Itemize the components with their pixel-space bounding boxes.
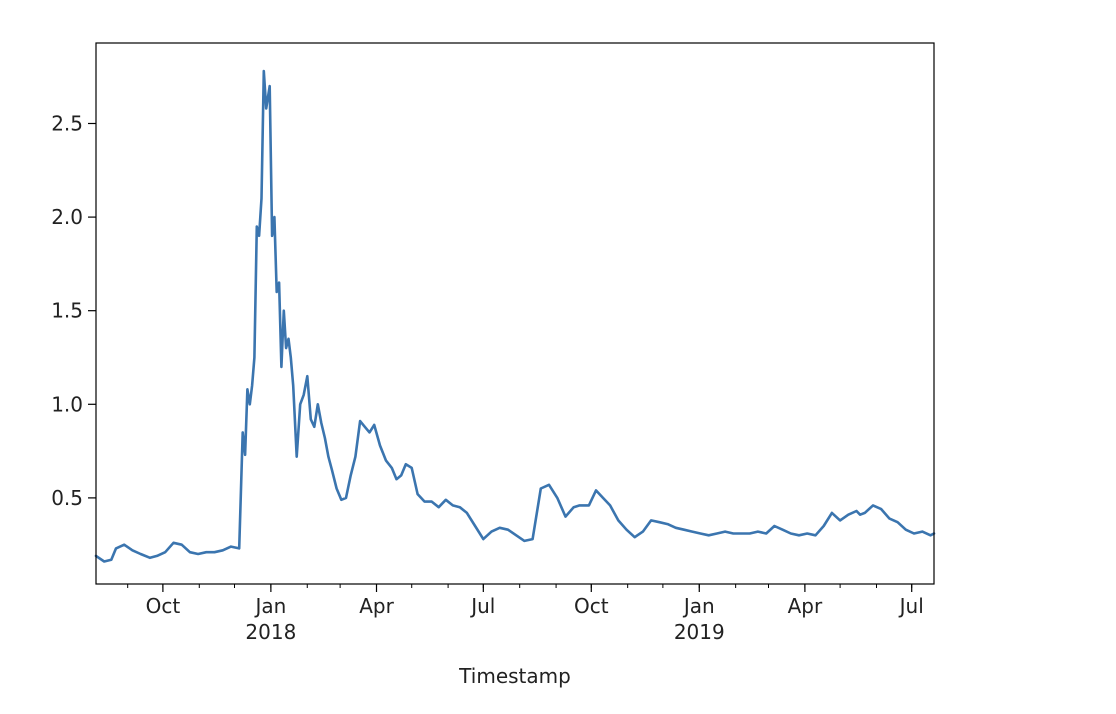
x-tick-label: Jan (253, 594, 286, 618)
y-tick-label: 2.5 (51, 111, 83, 135)
y-tick-label: 0.5 (51, 486, 83, 510)
series-line (94, 69, 936, 563)
y-axis-ticks: 0.5 1.0 1.5 2.0 2.5 (51, 111, 96, 510)
y-tick-label: 1.0 (51, 392, 83, 416)
x-tick-label: Jan (682, 594, 715, 618)
x-tick-label: Apr (359, 594, 394, 618)
x-tick-label: Oct (574, 594, 609, 618)
x-axis-label: Timestamp (458, 664, 571, 688)
x-tick-year-label: 2019 (674, 620, 725, 644)
x-tick-label: Jul (898, 594, 924, 618)
x-tick-label: Oct (146, 594, 181, 618)
plot-area (94, 42, 936, 585)
y-tick-label: 1.5 (51, 299, 83, 323)
x-tick-label: Jul (469, 594, 495, 618)
y-tick-label: 2.0 (51, 205, 83, 229)
x-tick-year-label: 2018 (245, 620, 296, 644)
plot-frame (95, 42, 935, 585)
x-tick-label: Apr (788, 594, 823, 618)
